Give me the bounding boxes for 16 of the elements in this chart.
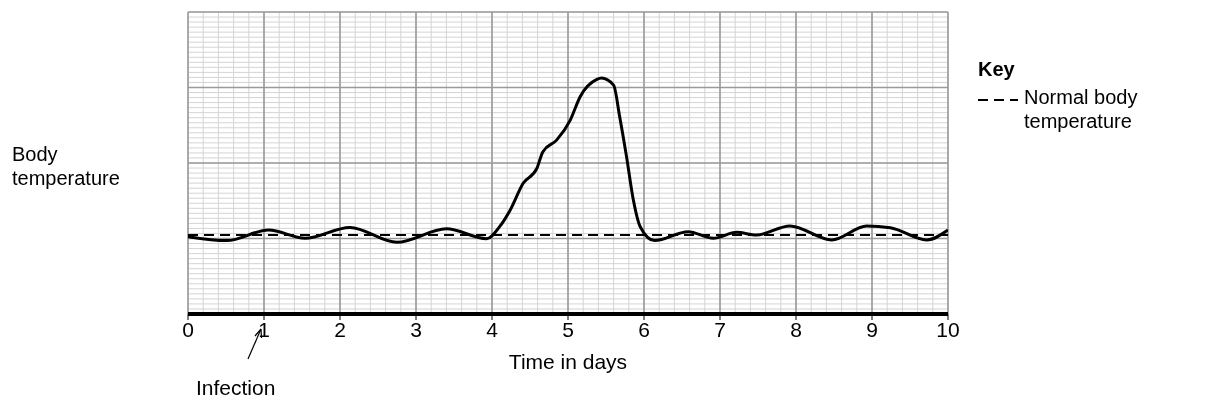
legend-title: Key — [978, 58, 1016, 81]
y-axis-title: Body temperature — [12, 142, 121, 190]
x-tick-label: 9 — [866, 317, 878, 341]
x-tick-label: 1 — [258, 317, 270, 341]
legend-label: Normal body temperature — [1024, 85, 1139, 133]
x-tick-label: 4 — [486, 317, 499, 341]
x-tick-label: 2 — [334, 317, 346, 341]
text: Infection — [196, 376, 276, 400]
x-axis-title: Time in days — [507, 350, 629, 374]
x-tick-label: 6 — [638, 317, 650, 341]
x-tick-label: 7 — [714, 317, 726, 341]
x-tick-label: 0 — [182, 317, 194, 341]
x-tick-label: 3 — [410, 317, 422, 341]
x-tick-label: 8 — [790, 317, 802, 341]
x-tick-label: 5 — [562, 317, 574, 341]
x-tick-label: 10 — [936, 317, 960, 341]
